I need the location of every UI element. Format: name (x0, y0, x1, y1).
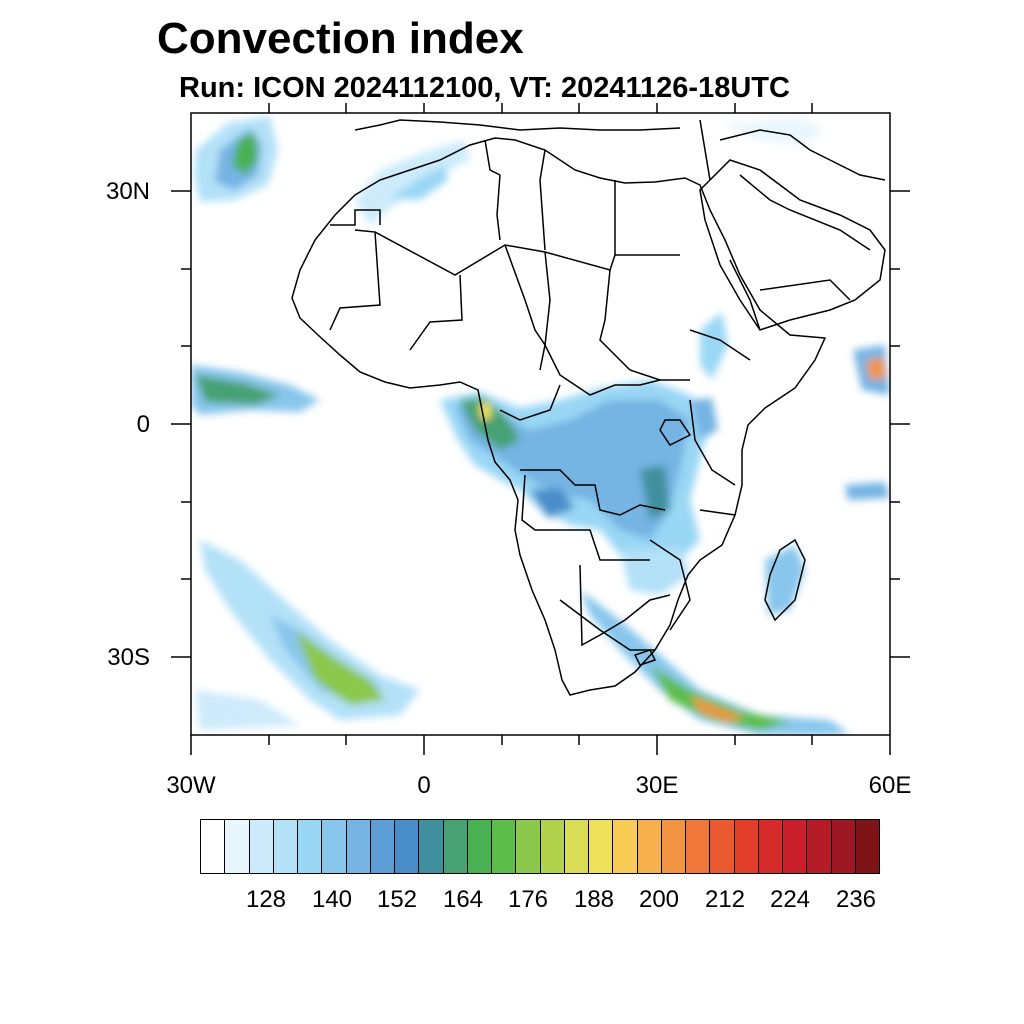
colorbar-swatch (201, 820, 226, 873)
colorbar-label-188: 188 (573, 886, 615, 913)
colorbar-swatch (734, 820, 759, 873)
colorbar-swatch (637, 820, 662, 873)
border-20 (729, 259, 761, 331)
colorbar-swatch (758, 820, 783, 873)
field-sw-lower (195, 690, 300, 730)
colorbar-swatch (443, 820, 468, 873)
border-13 (521, 474, 650, 561)
colorbar-label-212: 212 (704, 886, 746, 913)
border-5 (504, 244, 546, 371)
lon-label-60e: 60E (868, 772, 912, 799)
colorbar-swatch (225, 820, 250, 873)
colorbar-label-176: 176 (507, 886, 549, 913)
europe-coast (354, 119, 681, 131)
colorbar-swatch (686, 820, 711, 873)
colorbar-swatch (273, 820, 298, 873)
field-sw-band-core (295, 630, 385, 705)
colorbar-label-152: 152 (376, 886, 418, 913)
colorbar-swatch (492, 820, 517, 873)
field-east-africa-1 (700, 312, 728, 380)
colorbar-swatch (419, 820, 444, 873)
colorbar-label-140: 140 (311, 886, 353, 913)
colorbar-swatch (613, 820, 638, 873)
border-17 (649, 539, 691, 631)
colorbar-swatch (540, 820, 565, 873)
lon-label-30w: 30W (166, 772, 216, 799)
border-3 (374, 231, 680, 276)
colorbar-swatch (783, 820, 808, 873)
convection-field (191, 116, 890, 735)
africa-coastline (291, 137, 827, 696)
chart-subtitle: Run: ICON 2024112100, VT: 20241126-18UTC (179, 72, 790, 104)
border-9 (539, 149, 546, 251)
border-12 (520, 469, 666, 516)
field-north-band-2 (390, 165, 448, 200)
colorbar-swatch (346, 820, 371, 873)
field-east-ocean-core (866, 358, 886, 380)
border-2 (329, 229, 381, 331)
lon-label-0: 0 (417, 772, 431, 799)
colorbar-swatch (661, 820, 686, 873)
border-18 (559, 599, 655, 651)
border-7 (599, 269, 690, 381)
colorbar-swatch (298, 820, 323, 873)
colorbar-swatch (855, 820, 879, 873)
colorbar-swatch (831, 820, 856, 873)
border-15 (689, 399, 736, 486)
border-21 (689, 329, 751, 361)
axis-ticks (171, 103, 910, 755)
colorbar-swatch (710, 820, 735, 873)
colorbar-swatch (807, 820, 832, 873)
madagascar-outline (764, 538, 806, 622)
border-19 (633, 649, 657, 666)
lon-label-30e: 30E (635, 772, 679, 799)
colorbar-swatch (467, 820, 492, 873)
border-8 (496, 174, 501, 241)
field-congo-core (530, 488, 575, 518)
field-central-africa-core (460, 398, 520, 450)
arabia-border-1 (739, 174, 871, 251)
border-1 (330, 209, 381, 226)
colorbar-swatch (370, 820, 395, 873)
field-south-band-core (650, 665, 790, 730)
field-sw-band (200, 540, 420, 720)
arabia-border-2 (759, 279, 851, 301)
colorbar-label-200: 200 (638, 886, 680, 913)
lat-label-30s: 30S (107, 644, 150, 671)
lat-label-0: 0 (136, 411, 150, 438)
colorbar-swatch (516, 820, 541, 873)
europe-border-2 (484, 139, 501, 176)
chart-title: Convection index (157, 14, 524, 63)
border-6 (544, 251, 661, 396)
colorbar-label-164: 164 (442, 886, 484, 913)
field-south-africa (620, 548, 690, 595)
colorbar-label-224: 224 (769, 886, 811, 913)
field-north-band (355, 140, 470, 225)
coastlines-and-borders (291, 119, 886, 696)
border-4 (409, 274, 463, 351)
europe-border-3 (699, 119, 711, 181)
field-east-africa-2 (690, 398, 718, 440)
border-11 (499, 384, 561, 421)
colorbar (200, 819, 880, 874)
field-south-band-hot (690, 695, 745, 722)
border-16 (699, 509, 736, 516)
border-14 (579, 564, 671, 647)
colorbar-swatch (249, 820, 274, 873)
colorbar-swatch (589, 820, 614, 873)
field-atlantic-core (195, 375, 280, 405)
field-madagascar (765, 545, 805, 615)
colorbar-label-236: 236 (835, 886, 877, 913)
field-east-ocean-1 (845, 482, 890, 500)
colorbar-swatch (564, 820, 589, 873)
arabia-coastline (699, 159, 886, 331)
europe-border-1 (719, 129, 886, 181)
lat-label-30n: 30N (105, 178, 150, 205)
colorbar-label-128: 128 (245, 886, 287, 913)
border-22 (659, 419, 692, 446)
field-nw-core (232, 132, 258, 175)
colorbar-swatch (322, 820, 347, 873)
colorbar-swatch (395, 820, 420, 873)
